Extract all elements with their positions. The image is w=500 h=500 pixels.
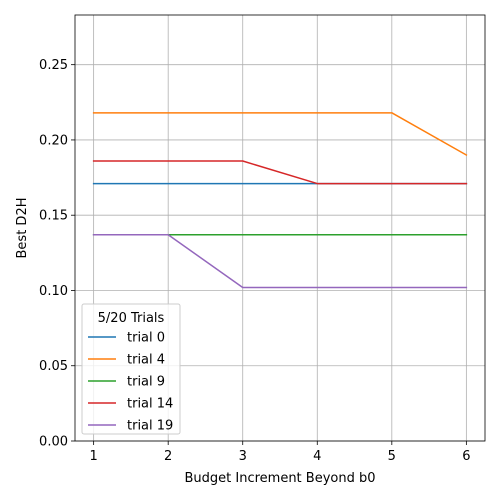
legend-label-trial-0: trial 0 bbox=[127, 331, 165, 346]
legend-label-trial-4: trial 4 bbox=[127, 353, 165, 368]
x-tick-label: 3 bbox=[239, 449, 247, 464]
legend-label-trial-14: trial 14 bbox=[127, 397, 173, 412]
y-tick-label: 0.05 bbox=[39, 359, 68, 374]
legend-title: 5/20 Trials bbox=[98, 311, 165, 326]
x-tick-label: 1 bbox=[89, 449, 97, 464]
legend: 5/20 Trials trial 0 trial 4 trial 9 trial 1… bbox=[81, 303, 181, 435]
axis-ticks: 1 2 3 4 5 6 0.00 0.05 0.10 0.15 0.20 0.25 bbox=[39, 58, 470, 464]
y-axis-label: Best D2H bbox=[15, 198, 30, 259]
x-tick-label: 4 bbox=[313, 449, 321, 464]
y-tick-label: 0.20 bbox=[39, 133, 68, 148]
y-tick-label: 0.15 bbox=[39, 209, 68, 224]
legend-label-trial-9: trial 9 bbox=[127, 375, 165, 390]
x-tick-label: 2 bbox=[164, 449, 172, 464]
series-line-trial-19 bbox=[92, 234, 468, 289]
y-tick-label: 0.00 bbox=[39, 435, 68, 450]
legend-label-trial-19: trial 19 bbox=[127, 419, 173, 434]
x-tick-label: 5 bbox=[388, 449, 396, 464]
y-tick-label: 0.10 bbox=[39, 284, 68, 299]
plot-area-frame bbox=[74, 14, 486, 442]
series-line-trial-14 bbox=[92, 160, 468, 185]
x-axis-label: Budget Increment Beyond b0 bbox=[184, 471, 375, 486]
x-tick-label: 6 bbox=[462, 449, 470, 464]
series-lines bbox=[92, 112, 468, 289]
y-tick-label: 0.25 bbox=[39, 58, 68, 73]
series-line-trial-4 bbox=[92, 112, 468, 157]
